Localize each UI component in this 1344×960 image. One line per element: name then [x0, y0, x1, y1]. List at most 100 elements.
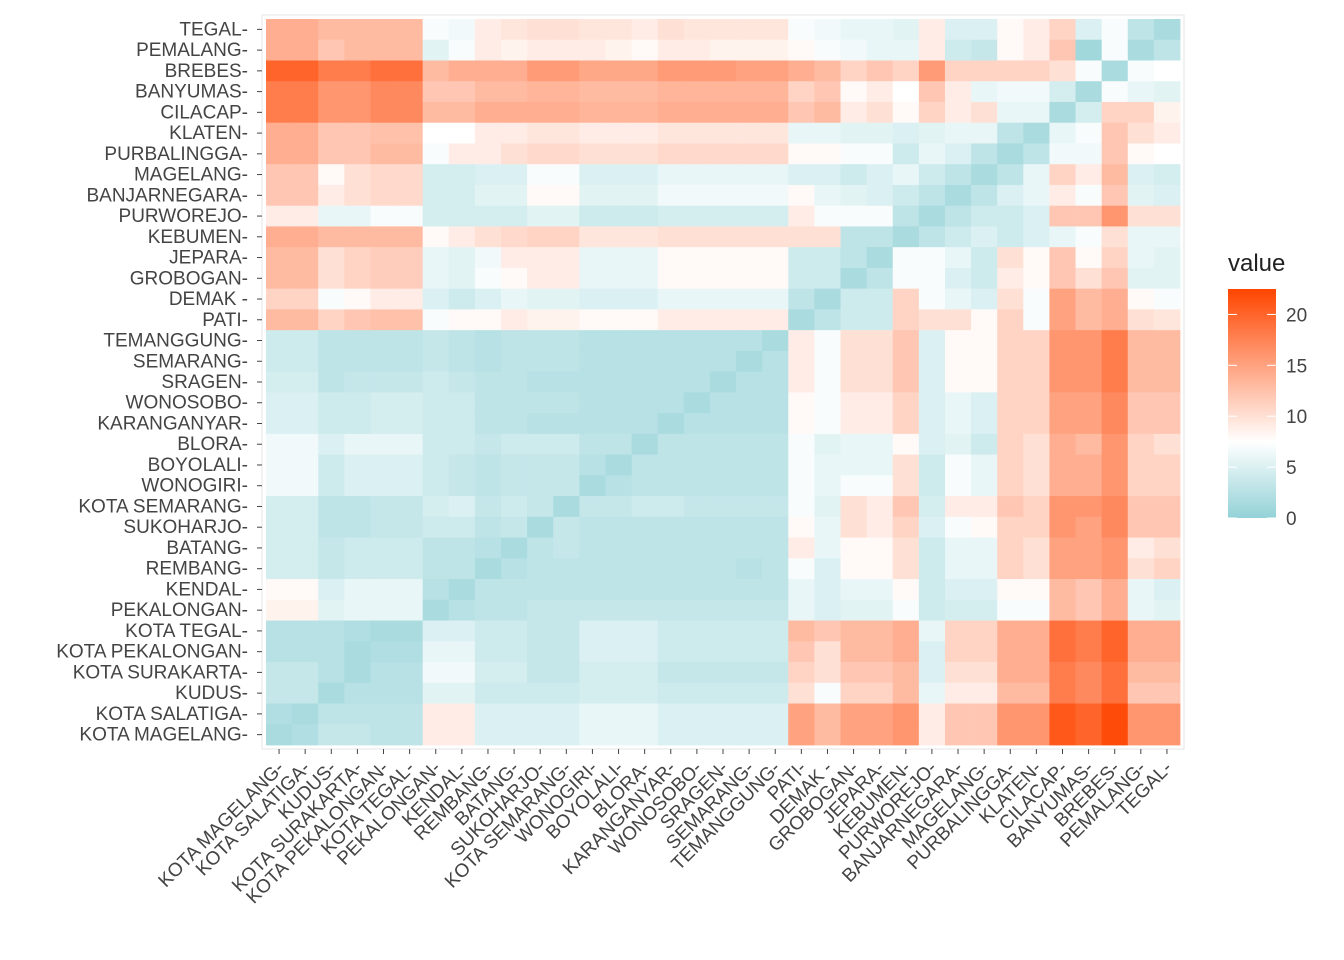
- heatmap-cell: [448, 558, 476, 580]
- heatmap-cell: [344, 392, 371, 414]
- heatmap-cell: [997, 226, 1024, 248]
- heatmap-cell: [501, 81, 528, 103]
- heatmap-cell: [892, 662, 920, 684]
- heatmap-cell: [344, 101, 371, 124]
- heatmap-cell: [318, 662, 345, 684]
- heatmap-cell: [762, 579, 789, 601]
- heatmap-cell: [370, 682, 397, 704]
- heatmap-cell: [605, 475, 632, 497]
- heatmap-cell: [344, 662, 371, 684]
- heatmap-cell: [605, 537, 632, 559]
- heatmap-cell: [866, 516, 894, 538]
- heatmap-cell: [736, 537, 763, 559]
- legend-ticks: 0 5 10 15 20: [1228, 305, 1307, 530]
- heatmap-cell: [1023, 226, 1050, 248]
- heatmap-cell: [579, 454, 606, 476]
- heatmap-cell: [788, 205, 815, 227]
- heatmap-cell: [1127, 558, 1155, 580]
- heatmap-cell: [422, 226, 450, 248]
- heatmap-cell: [605, 309, 632, 331]
- heatmap-cell: [657, 392, 685, 414]
- heatmap-cell: [997, 19, 1024, 41]
- heatmap-cell: [474, 662, 502, 684]
- heatmap-cell: [292, 620, 319, 642]
- heatmap-cell: [657, 288, 685, 310]
- y-tick-label: TEMANGGUNG-: [103, 331, 248, 352]
- heatmap-cell: [971, 537, 998, 559]
- heatmap-cell: [892, 703, 920, 725]
- heatmap-cell: [1153, 558, 1181, 580]
- heatmap-cell: [1127, 579, 1155, 601]
- heatmap-cell: [657, 662, 685, 684]
- heatmap-cell: [579, 60, 606, 82]
- heatmap-cell: [527, 164, 554, 186]
- heatmap-cell: [370, 475, 397, 497]
- heatmap-cell: [631, 662, 659, 684]
- heatmap-cell: [1127, 350, 1155, 373]
- heatmap-cell: [918, 599, 946, 621]
- heatmap-cell: [292, 496, 319, 518]
- heatmap-cell: [788, 101, 815, 124]
- heatmap-cell: [501, 19, 528, 41]
- heatmap-cell: [292, 703, 319, 725]
- heatmap-cell: [1023, 662, 1050, 684]
- heatmap-cell: [318, 226, 345, 248]
- heatmap-cell: [266, 475, 293, 497]
- heatmap-cell: [422, 205, 450, 227]
- heatmap-cell: [318, 19, 345, 41]
- heatmap-cell: [448, 288, 476, 310]
- heatmap-cell: [631, 433, 659, 455]
- heatmap-cell: [709, 143, 737, 165]
- heatmap-cell: [422, 496, 450, 518]
- heatmap-cell: [448, 122, 476, 144]
- heatmap-cell: [892, 599, 920, 621]
- heatmap-cell: [683, 433, 711, 455]
- heatmap-cell: [266, 558, 293, 580]
- heatmap-cell: [788, 516, 815, 538]
- heatmap-cell: [814, 371, 841, 393]
- heatmap-cell: [579, 164, 606, 186]
- heatmap-cell: [1101, 413, 1129, 435]
- heatmap-cell: [918, 288, 946, 310]
- heatmap-cell: [396, 122, 424, 144]
- heatmap-cell: [501, 641, 528, 663]
- heatmap-cell: [422, 371, 450, 393]
- heatmap-cell: [788, 143, 815, 165]
- heatmap-cell: [1127, 703, 1155, 725]
- heatmap-cell: [605, 184, 632, 207]
- heatmap-cell: [318, 267, 345, 290]
- heatmap-cell: [631, 392, 659, 414]
- heatmap-cell: [971, 101, 998, 124]
- heatmap-cell: [892, 288, 920, 310]
- heatmap-cell: [1075, 267, 1103, 290]
- heatmap-cell: [840, 247, 868, 269]
- heatmap-cell: [527, 247, 554, 269]
- heatmap-cell: [1127, 392, 1155, 414]
- heatmap-cell: [1049, 620, 1076, 642]
- heatmap-cell: [344, 620, 371, 642]
- heatmap-cell: [553, 226, 580, 248]
- heatmap-cell: [1023, 682, 1050, 704]
- heatmap-cell: [1023, 19, 1050, 41]
- heatmap-cell: [448, 682, 476, 704]
- heatmap-cell: [736, 413, 763, 435]
- heatmap-cell: [605, 558, 632, 580]
- heatmap-cell: [553, 164, 580, 186]
- heatmap-cell: [318, 454, 345, 476]
- heatmap-cell: [501, 184, 528, 207]
- heatmap-cell: [788, 620, 815, 642]
- heatmap-cell: [1127, 682, 1155, 704]
- heatmap-cell: [370, 267, 397, 290]
- heatmap-cell: [396, 267, 424, 290]
- heatmap-cell: [1075, 537, 1103, 559]
- heatmap-cell: [840, 143, 868, 165]
- heatmap-cell: [892, 620, 920, 642]
- heatmap-cell: [605, 205, 632, 227]
- heatmap-cell: [370, 60, 397, 82]
- heatmap-cell: [709, 81, 737, 103]
- heatmap-cell: [736, 101, 763, 124]
- heatmap-cell: [814, 433, 841, 455]
- heatmap-cell: [631, 599, 659, 621]
- heatmap-cell: [1075, 39, 1103, 61]
- heatmap-cell: [971, 164, 998, 186]
